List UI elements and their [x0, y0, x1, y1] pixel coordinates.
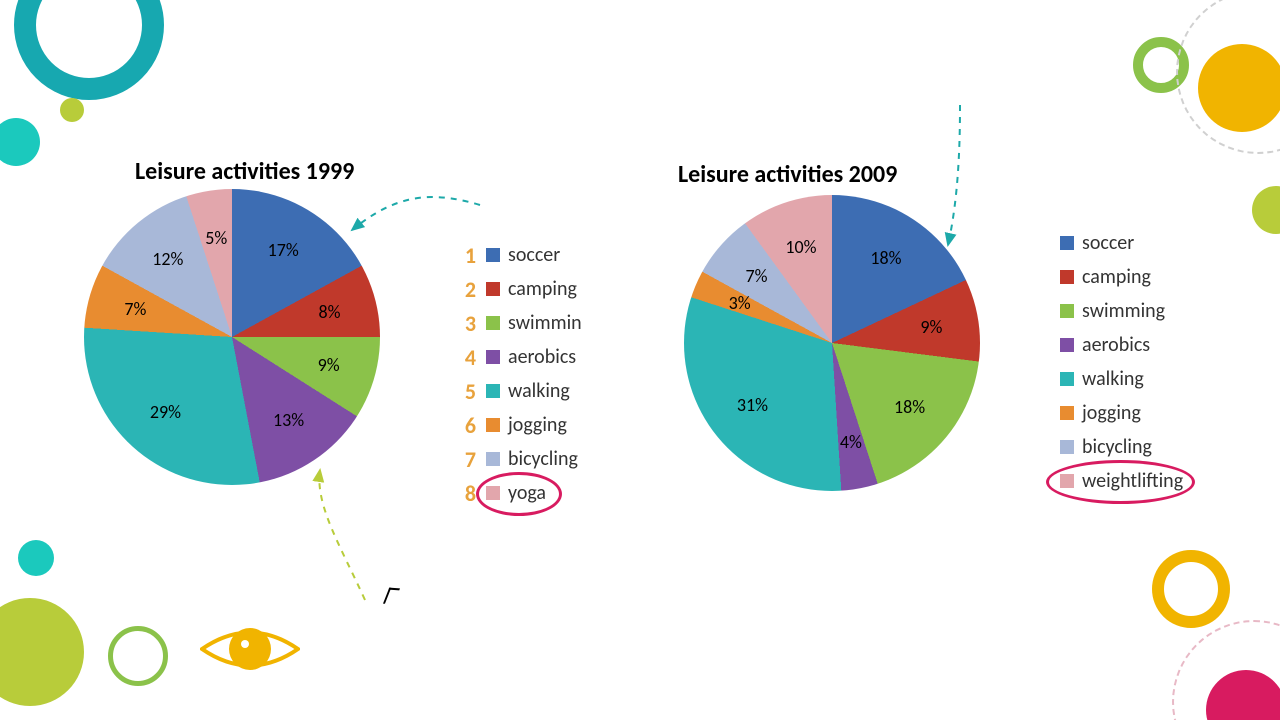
pie-slice-label: 31%	[737, 394, 768, 416]
legend-item: 4 aerobics	[452, 340, 582, 374]
legend-label: weightlifting	[1082, 469, 1183, 493]
legend-swatch	[1060, 406, 1074, 420]
decorative-circle	[0, 598, 84, 706]
legend-swatch	[1060, 338, 1074, 352]
legend-item: 5 walking	[452, 374, 582, 408]
decorative-circle	[1152, 550, 1230, 628]
legend-swatch	[486, 282, 500, 296]
legend-item: aerobics	[1060, 328, 1183, 362]
pie-slice-label: 7%	[124, 298, 146, 320]
legend-item: camping	[1060, 260, 1183, 294]
chart2-legend: soccer camping swimming aerobics walking jogg…	[1060, 226, 1183, 498]
eye-icon	[200, 622, 300, 676]
mouse-cursor-icon	[386, 588, 402, 610]
legend-item: weightlifting	[1060, 464, 1183, 498]
legend-swatch	[1060, 372, 1074, 386]
legend-swatch	[486, 384, 500, 398]
chart2-pie: 18% 9% 18% 4% 31% 3% 7% 10%	[684, 195, 980, 491]
legend-label: bicycling	[1082, 435, 1152, 459]
legend-swatch	[1060, 270, 1074, 284]
decorative-circle	[14, 0, 164, 100]
legend-number: 4	[452, 344, 476, 371]
pie-slice-label: 13%	[273, 409, 304, 431]
legend-swatch	[486, 452, 500, 466]
pie-slice-label: 5%	[205, 227, 227, 249]
dashed-arrow	[319, 470, 365, 600]
legend-swatch	[1060, 236, 1074, 250]
legend-label: soccer	[508, 243, 560, 267]
chart1-pie: 17% 8% 9% 13% 29% 7% 12% 5%	[84, 189, 380, 485]
legend-item: 8 yoga	[452, 476, 582, 510]
legend-item: 1 soccer	[452, 238, 582, 272]
legend-label: yoga	[508, 481, 546, 505]
legend-number: 7	[452, 446, 476, 473]
decorative-circle	[60, 98, 84, 122]
legend-swatch	[486, 248, 500, 262]
legend-label: camping	[1082, 265, 1151, 289]
legend-number: 3	[452, 310, 476, 337]
legend-item: 3 swimmin	[452, 306, 582, 340]
legend-number: 1	[452, 242, 476, 269]
legend-label: swimming	[1082, 299, 1165, 323]
legend-item: 6 jogging	[452, 408, 582, 442]
legend-number: 8	[452, 480, 476, 507]
pie-slice-label: 9%	[920, 316, 942, 338]
pie-slice-label: 7%	[746, 265, 768, 287]
pie-slice-label: 18%	[870, 247, 901, 269]
legend-item: jogging	[1060, 396, 1183, 430]
pie-slice-label: 8%	[318, 301, 340, 323]
legend-label: walking	[508, 379, 570, 403]
legend-number: 6	[452, 412, 476, 439]
legend-swatch	[1060, 304, 1074, 318]
legend-label: aerobics	[1082, 333, 1150, 357]
legend-swatch	[486, 316, 500, 330]
pie-slice-label: 17%	[268, 239, 299, 261]
legend-label: walking	[1082, 367, 1144, 391]
legend-label: aerobics	[508, 345, 576, 369]
legend-number: 5	[452, 378, 476, 405]
legend-item: swimming	[1060, 294, 1183, 328]
slide-stage: { "background_color":"#ffffff", "chart1"…	[0, 0, 1280, 720]
legend-swatch	[486, 350, 500, 364]
legend-label: bicycling	[508, 447, 578, 471]
legend-swatch	[1060, 440, 1074, 454]
legend-label: jogging	[1082, 401, 1141, 425]
pie-slice-label: 9%	[318, 354, 340, 376]
decorative-circle	[1252, 186, 1280, 234]
legend-swatch	[1060, 474, 1074, 488]
chart1-title: Leisure activities 1999	[135, 157, 354, 186]
legend-label: jogging	[508, 413, 567, 437]
pie-slice-label: 12%	[152, 248, 183, 270]
legend-item: bicycling	[1060, 430, 1183, 464]
decorative-circle	[18, 540, 54, 576]
legend-label: soccer	[1082, 231, 1134, 255]
chart1-legend: 1 soccer 2 camping 3 swimmin 4 aerobics 5 walking…	[452, 238, 582, 510]
legend-label: camping	[508, 277, 577, 301]
legend-item: 7 bicycling	[452, 442, 582, 476]
legend-swatch	[486, 486, 500, 500]
chart2-title: Leisure activities 2009	[678, 160, 897, 189]
pie-slice-label: 18%	[894, 396, 925, 418]
legend-label: swimmin	[508, 311, 582, 335]
decorative-circle	[108, 626, 168, 686]
legend-item: 2 camping	[452, 272, 582, 306]
decorative-circle	[0, 118, 40, 166]
pie-slice-label: 29%	[150, 401, 181, 423]
pie-slice-label: 3%	[729, 292, 751, 314]
legend-number: 2	[452, 276, 476, 303]
legend-item: soccer	[1060, 226, 1183, 260]
legend-item: walking	[1060, 362, 1183, 396]
pie-slice-label: 10%	[785, 236, 816, 258]
decorative-circle	[1176, 0, 1280, 154]
pie-slice-label: 4%	[840, 431, 862, 453]
legend-swatch	[486, 418, 500, 432]
